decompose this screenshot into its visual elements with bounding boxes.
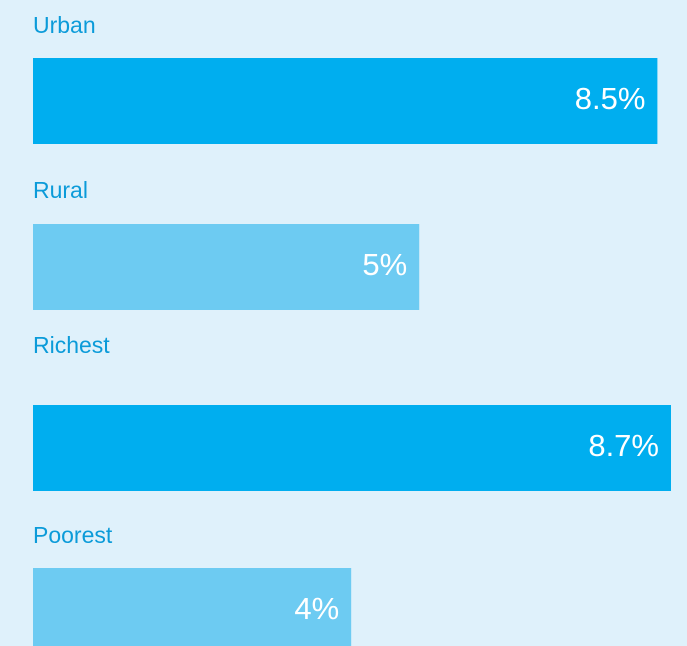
value-label: 4% — [294, 591, 339, 626]
bar — [33, 405, 671, 491]
value-label: 5% — [362, 247, 407, 282]
bar — [33, 568, 352, 646]
bar — [33, 58, 658, 144]
category-label: Urban — [33, 12, 96, 38]
category-label: Poorest — [33, 522, 113, 548]
bar — [33, 224, 420, 310]
category-label: Richest — [33, 332, 110, 358]
value-label: 8.7% — [588, 428, 659, 463]
category-label: Rural — [33, 177, 88, 203]
value-label: 8.5% — [575, 81, 646, 116]
